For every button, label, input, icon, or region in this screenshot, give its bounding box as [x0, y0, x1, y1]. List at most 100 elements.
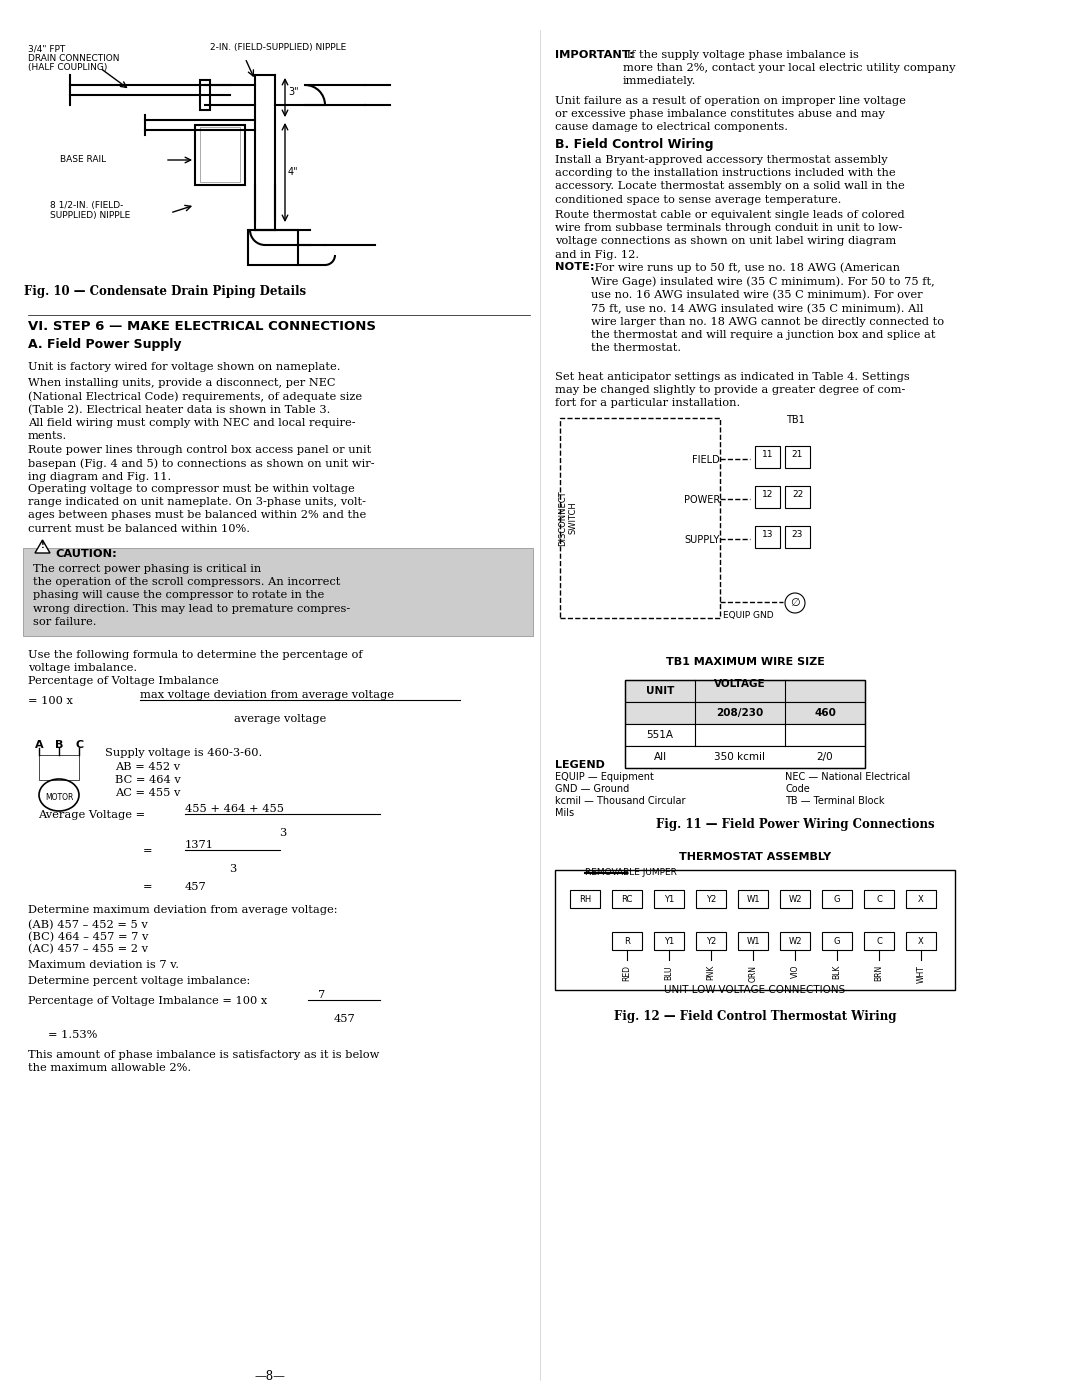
Text: Determine maximum deviation from average voltage:: Determine maximum deviation from average…	[28, 905, 337, 915]
Bar	[612, 932, 642, 950]
Text: Y2: Y2	[706, 936, 716, 946]
Bar	[755, 446, 780, 468]
Bar	[195, 124, 245, 184]
Text: max voltage deviation from average voltage: max voltage deviation from average volta…	[140, 690, 394, 700]
Text: 457: 457	[185, 882, 206, 893]
Text: 3: 3	[229, 863, 237, 875]
Text: Fig. 11 — Field Power Wiring Connections: Fig. 11 — Field Power Wiring Connections	[656, 819, 934, 831]
Text: = 1.53%: = 1.53%	[48, 1030, 97, 1039]
Bar	[625, 680, 865, 768]
Text: FIELD: FIELD	[692, 455, 720, 465]
Bar	[555, 870, 955, 990]
Text: 2/0: 2/0	[816, 752, 834, 761]
Text: W1: W1	[746, 936, 759, 946]
Text: =: =	[143, 882, 152, 893]
Text: SUPPLIED) NIPPLE: SUPPLIED) NIPPLE	[50, 211, 131, 219]
Text: Percentage of Voltage Imbalance = 100 x: Percentage of Voltage Imbalance = 100 x	[28, 996, 267, 1006]
Text: —8—: —8—	[255, 1370, 285, 1383]
Bar	[755, 527, 780, 548]
Bar	[570, 890, 600, 908]
Text: Determine percent voltage imbalance:: Determine percent voltage imbalance:	[28, 977, 251, 986]
Text: (AB) 457 – 452 = 5 v: (AB) 457 – 452 = 5 v	[28, 921, 148, 930]
Bar	[200, 80, 210, 110]
Text: CAUTION:: CAUTION:	[55, 549, 117, 559]
Text: 1371: 1371	[185, 840, 214, 849]
Text: LEGEND: LEGEND	[555, 760, 605, 770]
Text: BASE RAIL: BASE RAIL	[60, 155, 106, 163]
Bar	[864, 890, 894, 908]
Text: The correct power phasing is critical in
the operation of the scroll compressors: The correct power phasing is critical in…	[33, 564, 350, 627]
Text: VIO: VIO	[791, 965, 799, 978]
Text: GND — Ground: GND — Ground	[555, 784, 630, 793]
Text: (HALF COUPLING): (HALF COUPLING)	[28, 63, 107, 73]
Text: 22: 22	[792, 490, 804, 499]
Text: 3: 3	[280, 828, 286, 838]
Text: RH: RH	[579, 894, 591, 904]
Text: Y1: Y1	[664, 936, 674, 946]
Text: 457: 457	[333, 1014, 355, 1024]
Text: IMPORTANT:: IMPORTANT:	[555, 50, 634, 60]
Text: 8 1/2-IN. (FIELD-: 8 1/2-IN. (FIELD-	[50, 201, 123, 210]
Text: 3/4" FPT: 3/4" FPT	[28, 45, 65, 54]
Text: 208/230: 208/230	[716, 708, 764, 718]
Text: X: X	[918, 936, 923, 946]
Text: When installing units, provide a disconnect, per NEC
(National Electrical Code) : When installing units, provide a disconn…	[28, 379, 362, 416]
Bar	[822, 932, 852, 950]
Text: UNIT LOW-VOLTAGE CONNECTIONS: UNIT LOW-VOLTAGE CONNECTIONS	[664, 985, 846, 995]
Polygon shape	[35, 541, 50, 553]
Text: Average Voltage =: Average Voltage =	[38, 810, 145, 820]
Bar	[696, 932, 726, 950]
Bar	[561, 418, 720, 617]
Text: TB — Terminal Block: TB — Terminal Block	[785, 796, 885, 806]
Bar	[625, 724, 865, 746]
Text: W2: W2	[788, 894, 801, 904]
Text: NEC — National Electrical: NEC — National Electrical	[785, 773, 910, 782]
Bar	[625, 680, 865, 703]
Bar	[864, 932, 894, 950]
Bar	[200, 127, 240, 182]
Text: B: B	[55, 740, 64, 750]
Text: 460: 460	[814, 708, 836, 718]
Text: 4": 4"	[288, 168, 299, 177]
Text: NOTE:: NOTE:	[555, 263, 594, 272]
Bar	[785, 446, 810, 468]
Text: EQUIP — Equipment: EQUIP — Equipment	[555, 773, 653, 782]
Text: TB1: TB1	[785, 415, 805, 425]
Text: THERMOSTAT ASSEMBLY: THERMOSTAT ASSEMBLY	[679, 852, 832, 862]
Bar	[625, 746, 865, 768]
Text: 455 + 464 + 455: 455 + 464 + 455	[185, 805, 284, 814]
Text: REMOVABLE JUMPER: REMOVABLE JUMPER	[585, 868, 677, 877]
Text: WHT: WHT	[917, 965, 926, 983]
Bar	[822, 890, 852, 908]
Text: BLK: BLK	[833, 965, 841, 979]
Bar	[654, 890, 684, 908]
Text: 551A: 551A	[647, 731, 674, 740]
Text: All: All	[653, 752, 666, 761]
Text: 11: 11	[761, 450, 773, 460]
Text: Set heat anticipator settings as indicated in Table 4. Settings
may be changed s: Set heat anticipator settings as indicat…	[555, 372, 909, 408]
Bar	[625, 703, 865, 724]
Text: ∅: ∅	[791, 598, 800, 608]
Text: C: C	[75, 740, 83, 750]
Text: R: R	[624, 936, 630, 946]
Text: DRAIN CONNECTION: DRAIN CONNECTION	[28, 54, 120, 63]
Text: W2: W2	[788, 936, 801, 946]
Text: AC = 455 v: AC = 455 v	[114, 788, 180, 798]
Text: 350 kcmil: 350 kcmil	[715, 752, 766, 761]
Bar	[785, 527, 810, 548]
Text: TB1 MAXIMUM WIRE SIZE: TB1 MAXIMUM WIRE SIZE	[665, 657, 824, 666]
Text: UNIT: UNIT	[646, 686, 674, 696]
Text: Route thermostat cable or equivalent single leads of colored
wire from subbase t: Route thermostat cable or equivalent sin…	[555, 210, 905, 260]
Text: 2-IN. (FIELD-SUPPLIED) NIPPLE: 2-IN. (FIELD-SUPPLIED) NIPPLE	[210, 43, 347, 52]
Text: 7: 7	[318, 990, 325, 1000]
Text: !: !	[41, 542, 44, 550]
Text: Mils: Mils	[555, 807, 575, 819]
Text: kcmil — Thousand Circular: kcmil — Thousand Circular	[555, 796, 686, 806]
Text: B. Field Control Wiring: B. Field Control Wiring	[555, 138, 714, 151]
Text: BC = 464 v: BC = 464 v	[114, 775, 180, 785]
Text: Y2: Y2	[706, 894, 716, 904]
Text: Supply voltage is 460-3-60.: Supply voltage is 460-3-60.	[105, 747, 262, 759]
Text: Fig. 10 — Condensate Drain Piping Details: Fig. 10 — Condensate Drain Piping Detail…	[24, 285, 306, 298]
Text: G: G	[834, 894, 840, 904]
Text: G: G	[834, 936, 840, 946]
